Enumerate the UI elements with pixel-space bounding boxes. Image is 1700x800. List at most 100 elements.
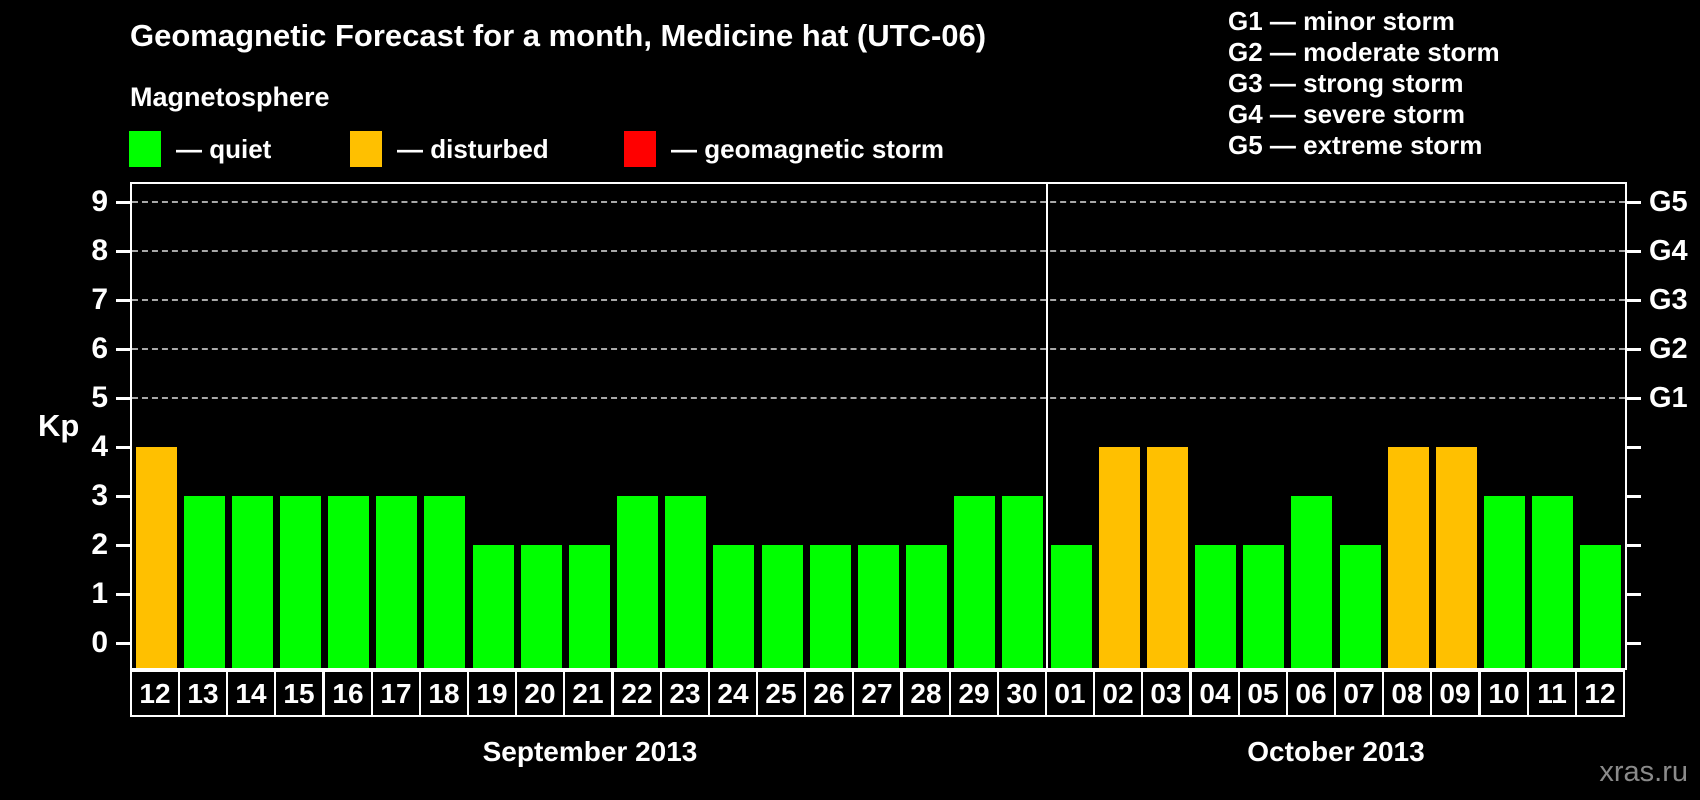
right-tick-3 [1625, 495, 1641, 498]
bar-day-18 [424, 496, 465, 668]
legend-item-quiet: — quiet [129, 131, 271, 167]
y-tick-4 [116, 446, 132, 449]
g4-legend-row: G4 — severe storm [1228, 99, 1466, 129]
y-tick-7 [116, 299, 132, 302]
y-tick-label-0: 0 [91, 626, 108, 659]
day-box-10: 10 [1479, 670, 1529, 717]
bar-day-11 [1532, 496, 1573, 668]
y-tick-3 [116, 495, 132, 498]
y-tick-8 [116, 250, 132, 253]
bar-day-21 [569, 545, 610, 668]
g1-legend-row: G1 — minor storm [1228, 6, 1455, 36]
bar-day-02 [1099, 447, 1140, 668]
y-tick-6 [116, 348, 132, 351]
day-box-17: 17 [371, 670, 421, 717]
g-axis-label-G4: G4 [1649, 235, 1688, 267]
day-box-05: 05 [1238, 670, 1288, 717]
right-tick-9 [1625, 201, 1641, 204]
y-tick-1 [116, 593, 132, 596]
bar-day-26 [810, 545, 851, 668]
y-tick-0 [116, 642, 132, 645]
month-label-september: September 2013 [482, 736, 698, 767]
y-axis-label: Kp [38, 408, 80, 443]
day-box-16: 16 [323, 670, 373, 717]
day-box-29: 29 [949, 670, 999, 717]
y-tick-label-6: 6 [91, 332, 108, 365]
bar-day-13 [184, 496, 225, 668]
gridline-kp7 [132, 299, 1625, 301]
month-separator [1046, 184, 1048, 668]
day-box-21: 21 [563, 670, 613, 717]
bar-day-04 [1195, 545, 1236, 668]
day-box-08: 08 [1382, 670, 1432, 717]
g2-legend-row: G2 — moderate storm [1228, 37, 1500, 67]
bar-day-10 [1484, 496, 1525, 668]
bar-day-27 [858, 545, 899, 668]
gridline-kp8 [132, 250, 1625, 252]
day-box-27: 27 [852, 670, 902, 717]
gridline-kp6 [132, 348, 1625, 350]
bar-day-19 [473, 545, 514, 668]
bar-day-29 [954, 496, 995, 668]
g-axis-label-G3: G3 [1649, 284, 1688, 316]
legend-label-quiet: — quiet [176, 133, 272, 164]
disturbed-color-swatch [350, 131, 382, 167]
right-tick-8 [1625, 250, 1641, 253]
day-box-30: 30 [997, 670, 1047, 717]
bar-day-07 [1340, 545, 1381, 668]
day-box-07: 07 [1334, 670, 1384, 717]
y-tick-5 [116, 397, 132, 400]
bar-day-08 [1388, 447, 1429, 668]
y-tick-label-4: 4 [91, 430, 108, 463]
right-tick-0 [1625, 642, 1641, 645]
day-box-03: 03 [1141, 670, 1191, 717]
y-tick-2 [116, 544, 132, 547]
day-box-09: 09 [1430, 670, 1480, 717]
y-tick-label-7: 7 [91, 283, 108, 316]
day-box-25: 25 [756, 670, 806, 717]
day-box-20: 20 [515, 670, 565, 717]
g3-legend-row: G3 — strong storm [1228, 68, 1464, 98]
bar-day-16 [328, 496, 369, 668]
y-tick-label-8: 8 [91, 234, 108, 267]
bar-day-23 [665, 496, 706, 668]
day-box-26: 26 [804, 670, 854, 717]
day-box-18: 18 [419, 670, 469, 717]
y-tick-label-5: 5 [91, 381, 108, 414]
day-box-01: 01 [1045, 670, 1095, 717]
day-box-12: 12 [130, 670, 180, 717]
legend-item-storm: — geomagnetic storm [624, 131, 944, 167]
day-box-12: 12 [1575, 670, 1625, 717]
bar-day-01 [1051, 545, 1092, 668]
storm-color-swatch [624, 131, 656, 167]
bar-day-06 [1291, 496, 1332, 668]
legend-item-disturbed: — disturbed [350, 131, 549, 167]
bar-day-12 [1580, 545, 1621, 668]
day-box-19: 19 [467, 670, 517, 717]
day-box-22: 22 [612, 670, 662, 717]
day-box-15: 15 [274, 670, 324, 717]
right-tick-4 [1625, 446, 1641, 449]
gridline-kp5 [132, 397, 1625, 399]
legend-label-disturbed: — disturbed [397, 133, 549, 164]
bar-day-14 [232, 496, 273, 668]
right-tick-7 [1625, 299, 1641, 302]
g-axis-label-G5: G5 [1649, 186, 1688, 218]
g5-legend-row: G5 — extreme storm [1228, 130, 1483, 160]
legend-label-storm: — geomagnetic storm [671, 133, 945, 164]
y-tick-label-3: 3 [91, 479, 108, 512]
day-box-24: 24 [708, 670, 758, 717]
bar-day-05 [1243, 545, 1284, 668]
chart-title: Geomagnetic Forecast for a month, Medici… [130, 18, 987, 53]
right-tick-6 [1625, 348, 1641, 351]
y-tick-label-2: 2 [91, 528, 108, 561]
bar-day-09 [1436, 447, 1477, 668]
bar-day-24 [713, 545, 754, 668]
y-tick-label-1: 1 [91, 577, 108, 610]
watermark: xras.ru [1599, 756, 1688, 788]
gridline-kp9 [132, 201, 1625, 203]
plot-border [130, 182, 1627, 670]
bar-day-30 [1002, 496, 1043, 668]
